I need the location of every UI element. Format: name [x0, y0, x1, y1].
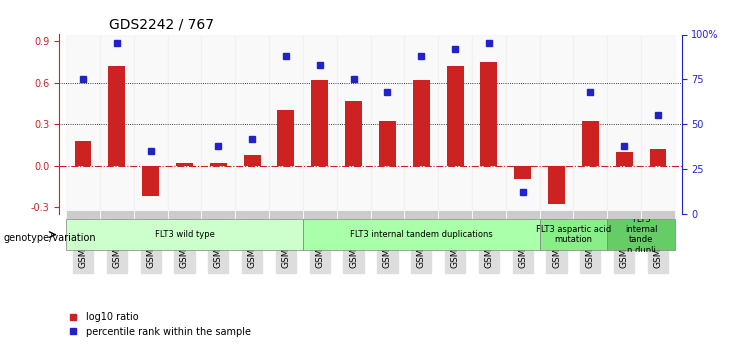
Bar [438, 34, 472, 214]
Bar [413, 80, 430, 166]
Bar [303, 34, 336, 214]
FancyBboxPatch shape [303, 219, 539, 250]
FancyBboxPatch shape [269, 210, 303, 219]
Text: FLT3 wild type: FLT3 wild type [155, 230, 214, 239]
Bar [269, 34, 303, 214]
FancyBboxPatch shape [506, 210, 539, 219]
FancyBboxPatch shape [66, 219, 303, 250]
Bar [447, 66, 464, 166]
FancyBboxPatch shape [66, 210, 100, 219]
FancyBboxPatch shape [100, 210, 133, 219]
FancyBboxPatch shape [472, 210, 506, 219]
Bar [108, 66, 125, 166]
Legend: log10 ratio, percentile rank within the sample: log10 ratio, percentile rank within the … [64, 308, 254, 341]
FancyBboxPatch shape [235, 210, 269, 219]
FancyBboxPatch shape [133, 210, 167, 219]
Bar [336, 34, 370, 214]
FancyBboxPatch shape [370, 210, 405, 219]
Bar [311, 80, 328, 166]
FancyBboxPatch shape [438, 210, 472, 219]
FancyBboxPatch shape [303, 210, 336, 219]
Bar [574, 34, 608, 214]
FancyBboxPatch shape [608, 210, 641, 219]
Text: GDS2242 / 767: GDS2242 / 767 [109, 18, 214, 32]
FancyBboxPatch shape [608, 219, 675, 250]
Bar [582, 121, 599, 166]
Bar [75, 141, 91, 166]
FancyBboxPatch shape [574, 210, 608, 219]
Bar [405, 34, 438, 214]
Bar [650, 149, 666, 166]
Bar [202, 34, 235, 214]
FancyBboxPatch shape [641, 210, 675, 219]
Bar [210, 163, 227, 166]
Bar [244, 155, 261, 166]
Text: FLT3
internal
tande
n dupli: FLT3 internal tande n dupli [625, 215, 657, 255]
Bar [142, 166, 159, 196]
Text: FLT3 internal tandem duplications: FLT3 internal tandem duplications [350, 230, 493, 239]
Bar [133, 34, 167, 214]
Bar [472, 34, 506, 214]
Text: genotype/variation: genotype/variation [4, 233, 96, 243]
Bar [616, 152, 633, 166]
Bar [608, 34, 641, 214]
FancyBboxPatch shape [405, 210, 438, 219]
Bar [514, 166, 531, 179]
Bar [506, 34, 539, 214]
Bar [641, 34, 675, 214]
Bar [66, 34, 100, 214]
Bar [235, 34, 269, 214]
Bar [345, 101, 362, 166]
Bar [167, 34, 202, 214]
Bar [379, 121, 396, 166]
Bar [176, 163, 193, 166]
Bar [539, 34, 574, 214]
Bar [480, 62, 497, 166]
Bar [548, 166, 565, 204]
FancyBboxPatch shape [167, 210, 202, 219]
FancyBboxPatch shape [336, 210, 370, 219]
Bar [370, 34, 405, 214]
Text: FLT3 aspartic acid
mutation: FLT3 aspartic acid mutation [536, 225, 611, 244]
FancyBboxPatch shape [202, 210, 235, 219]
Bar [277, 110, 294, 166]
Bar [100, 34, 133, 214]
FancyBboxPatch shape [539, 210, 574, 219]
FancyBboxPatch shape [539, 219, 608, 250]
